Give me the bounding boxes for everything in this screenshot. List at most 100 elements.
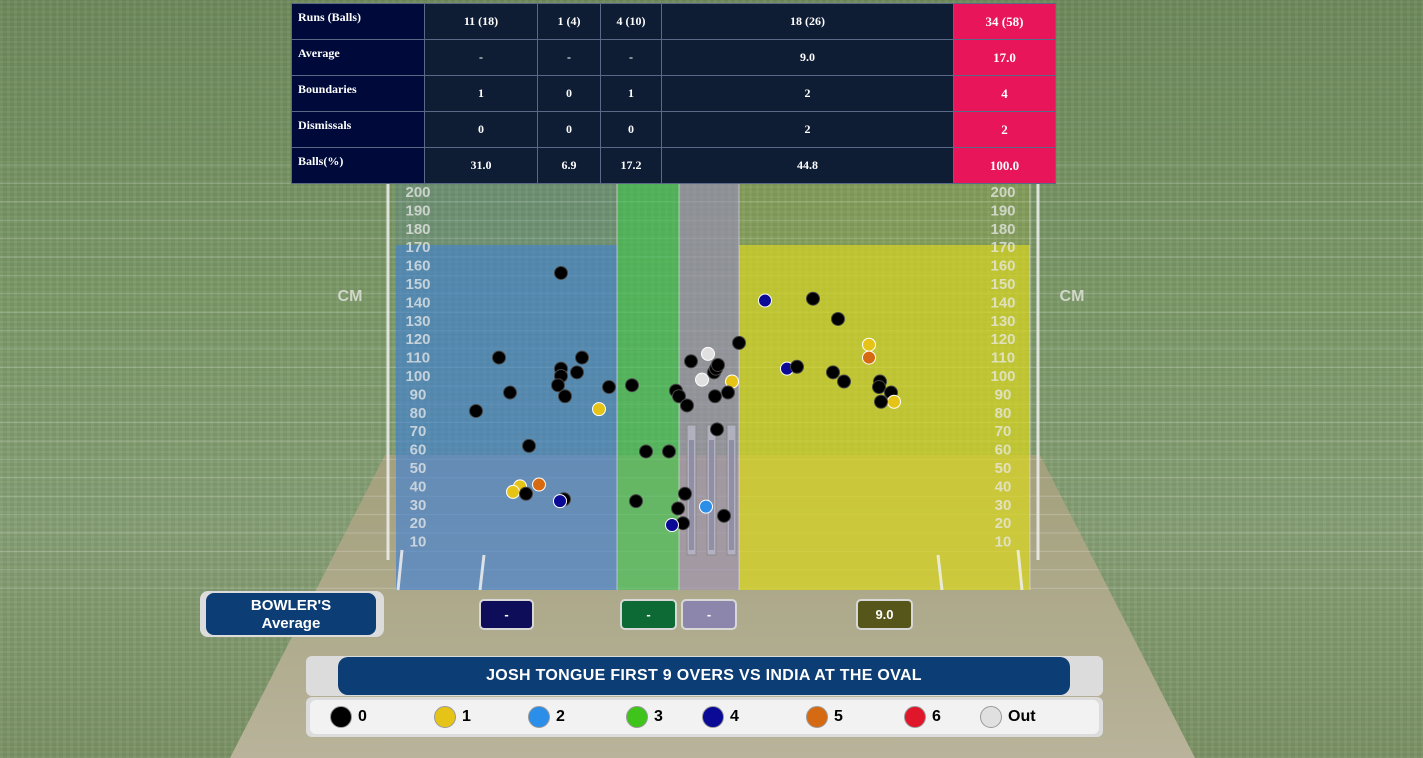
legend-bar: 0 1 2 3 4 5 6 Out	[306, 697, 1103, 737]
delivery-point-Out-runs	[695, 372, 709, 387]
zone-border-lines	[616, 154, 1031, 590]
y-tick-label: 80	[995, 405, 1012, 422]
delivery-point-0-runs	[625, 378, 639, 393]
y-tick-label: 70	[410, 423, 427, 440]
delivery-point-4-runs	[553, 494, 567, 509]
stats-row: Dismissals 0 0 0 2 2	[291, 111, 1056, 148]
legend-label: 2	[556, 708, 565, 725]
legend: 0 1 2 3 4 5 6 Out	[310, 700, 1099, 734]
stats-cell: 9.0	[661, 39, 954, 76]
y-tick-label: 180	[405, 221, 430, 238]
delivery-point-0-runs	[837, 374, 851, 389]
y-tick-label: 200	[990, 184, 1015, 201]
delivery-point-0-runs	[872, 380, 886, 395]
delivery-point-5-runs	[532, 477, 546, 492]
y-tick-label: 90	[410, 386, 427, 403]
y-tick-label: 120	[990, 331, 1015, 348]
stats-cell: 6.9	[537, 147, 601, 184]
delivery-point-0-runs	[680, 398, 694, 413]
y-tick-label: 200	[405, 184, 430, 201]
delivery-point-1-runs	[592, 402, 606, 417]
delivery-point-0-runs	[551, 378, 565, 393]
stats-cell: 17.2	[600, 147, 662, 184]
delivery-point-0-runs	[826, 365, 840, 380]
delivery-point-0-runs	[708, 389, 722, 404]
zone-average-3: -	[681, 599, 737, 630]
stats-cell: 0	[600, 111, 662, 148]
delivery-point-0-runs	[519, 486, 533, 501]
y-tick-label: 180	[990, 221, 1015, 238]
delivery-point-0-runs	[790, 359, 804, 374]
y-tick-label: 100	[990, 368, 1015, 385]
stats-cell: 1	[424, 75, 538, 112]
delivery-point-0-runs	[639, 444, 653, 459]
y-tick-label: 150	[405, 276, 430, 293]
delivery-point-0-runs	[831, 311, 845, 326]
delivery-point-0-runs	[554, 265, 568, 280]
total-cell: 17.0	[953, 39, 1056, 76]
delivery-point-0-runs	[492, 350, 506, 365]
y-tick-label: 190	[405, 202, 430, 219]
stats-cell: 31.0	[424, 147, 538, 184]
stats-cell: 11 (18)	[424, 3, 538, 40]
delivery-point-0-runs	[522, 438, 536, 453]
legend-label: Out	[1008, 708, 1036, 725]
zone-4	[739, 245, 1030, 590]
delivery-point-0-runs	[711, 357, 725, 372]
row-label: Dismissals	[291, 111, 425, 148]
row-label: Runs (Balls)	[291, 3, 425, 40]
stats-cell: 1 (4)	[537, 3, 601, 40]
delivery-point-0-runs	[684, 354, 698, 369]
y-tick-label: 60	[410, 442, 427, 459]
delivery-point-0-runs	[806, 291, 820, 306]
y-tick-label: 20	[410, 515, 427, 532]
legend-swatch	[330, 706, 352, 728]
delivery-point-0-runs	[570, 365, 584, 380]
zone-2	[617, 154, 679, 590]
delivery-point-1-runs	[862, 337, 876, 352]
legend-swatch	[980, 706, 1002, 728]
delivery-point-0-runs	[671, 501, 685, 516]
stats-cell: 0	[537, 111, 601, 148]
y-tick-label: 130	[405, 313, 430, 330]
delivery-point-0-runs	[558, 389, 572, 404]
delivery-point-0-runs	[662, 444, 676, 459]
delivery-point-0-runs	[678, 486, 692, 501]
y-tick-label: 30	[410, 497, 427, 514]
y-tick-label: 140	[990, 294, 1015, 311]
bowler-average-label-line1: BOWLER'S	[250, 597, 332, 614]
y-tick-label: 140	[405, 294, 430, 311]
delivery-point-0-runs	[717, 508, 731, 523]
stats-row: Boundaries 1 0 1 2 4	[291, 75, 1056, 112]
stats-row: Average - - -9.0 17.0	[291, 39, 1056, 76]
zone-average-2: -	[620, 599, 677, 630]
delivery-point-0-runs	[710, 422, 724, 437]
y-tick-label: 40	[995, 478, 1012, 495]
stats-row: Balls(%) 31.0 6.9 17.2 44.8 100.0	[291, 147, 1056, 184]
y-tick-label: 70	[995, 423, 1012, 440]
stats-cell: -	[537, 39, 601, 76]
stats-cell: 2	[661, 111, 954, 148]
total-cell: 4	[953, 75, 1056, 112]
stats-cell: -	[600, 39, 662, 76]
delivery-point-5-runs	[862, 350, 876, 365]
y-tick-label: 10	[995, 534, 1012, 551]
chart-title: JOSH TONGUE FIRST 9 OVERS VS INDIA AT TH…	[338, 657, 1070, 695]
title-bar: JOSH TONGUE FIRST 9 OVERS VS INDIA AT TH…	[306, 656, 1103, 696]
stats-table: Runs (Balls) 11 (18) 1 (4) 4 (10) 18 (26) 34 …	[291, 3, 1056, 184]
y-tick-label: 110	[991, 350, 1015, 367]
delivery-point-0-runs	[874, 394, 888, 409]
delivery-point-0-runs	[602, 380, 616, 395]
total-cell: 2	[953, 111, 1056, 148]
legend-swatch	[434, 706, 456, 728]
legend-label: 6	[932, 708, 941, 725]
stumps-icon	[686, 424, 737, 556]
bowler-average-label: BOWLER'S Average	[200, 591, 384, 637]
y-tick-label: 110	[406, 350, 430, 367]
y-tick-label: 50	[995, 460, 1012, 477]
total-cell: 100.0	[953, 147, 1056, 184]
row-label: Boundaries	[291, 75, 425, 112]
y-tick-label: 50	[410, 460, 427, 477]
y-tick-label: 160	[990, 258, 1015, 275]
